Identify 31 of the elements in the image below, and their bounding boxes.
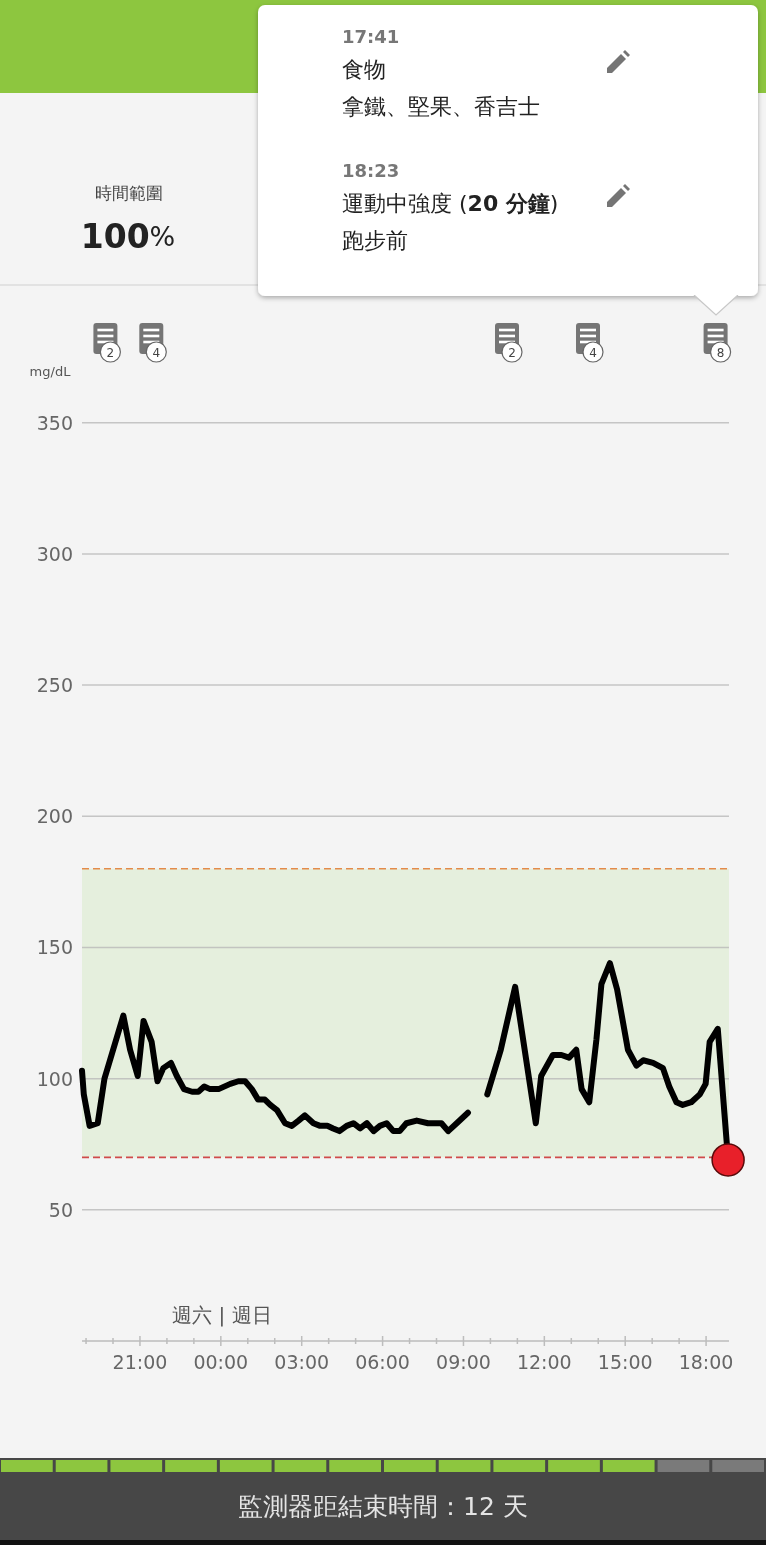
text: 監測器距結束時間：12 天 (238, 1491, 528, 1521)
x-tick-label: 03:00 (274, 1351, 330, 1373)
text: 100% (80, 216, 176, 256)
text: 時間範圍 (95, 183, 163, 203)
x-tick-label: 15:00 (597, 1351, 653, 1373)
x-tick-label: 09:00 (436, 1351, 491, 1373)
text: 8 (716, 345, 725, 360)
x-tick-label: 18:00 (678, 1351, 734, 1373)
text: 2 (106, 345, 115, 360)
y-tick-label: 250 (36, 674, 73, 697)
x-tick-label: 12:00 (516, 1351, 572, 1373)
x-tick-label: 06:00 (355, 1351, 410, 1373)
text: 跑步前 (342, 227, 408, 253)
y-tick-label: 200 (36, 805, 73, 828)
y-axis-title: mg/dL (29, 363, 72, 379)
y-tick-label: 50 (48, 1198, 73, 1221)
text: 食物 (342, 56, 386, 82)
text: 拿鐵、堅果、香吉士 (342, 93, 540, 119)
y-tick-label: 100 (36, 1067, 73, 1090)
y-tick-label: 150 (36, 936, 73, 959)
text: 18:23 (342, 159, 400, 181)
text: 17:41 (342, 25, 400, 47)
x-tick-label: 21:00 (112, 1351, 168, 1373)
text: 4 (589, 345, 597, 360)
annotation: 週六 | 週日 (172, 1303, 272, 1327)
x-tick-label: 00:00 (193, 1351, 249, 1373)
y-tick-label: 300 (36, 542, 73, 565)
y-tick-label: 350 (36, 411, 73, 434)
text: 4 (152, 345, 161, 360)
text: 運動中強度 (20 分鐘) (342, 190, 559, 216)
text: 2 (508, 345, 516, 360)
